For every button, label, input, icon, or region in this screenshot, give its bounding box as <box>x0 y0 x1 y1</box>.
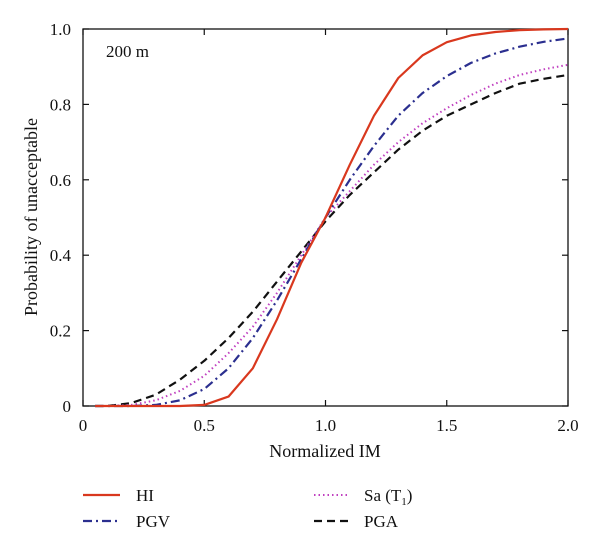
legend-label-pga: PGA <box>364 512 399 531</box>
x-tick-label: 1.0 <box>315 416 336 435</box>
plot-area: 0 0.5 1.0 1.5 2.0 0 0.2 0.4 0.6 0.8 1.0 <box>50 20 579 435</box>
legend-label-sa-close: ) <box>407 486 413 505</box>
legend-label-sa: Sa (T1) <box>364 486 412 508</box>
y-tick-label: 0.2 <box>50 322 71 341</box>
x-axis-title: Normalized IM <box>269 441 380 461</box>
y-tick-label: 0.4 <box>50 246 72 265</box>
series-line-pga <box>95 73 569 408</box>
y-axis-title: Probability of unacceptable <box>21 118 41 316</box>
x-tick-label: 0.5 <box>194 416 215 435</box>
annotation-label: 200 m <box>106 42 149 61</box>
x-tick-label: 1.5 <box>436 416 457 435</box>
legend-label-hi: HI <box>136 486 154 505</box>
y-tick-label: 0.6 <box>50 171 71 190</box>
x-tick-label: 0 <box>79 416 88 435</box>
series-line-sa-t1 <box>95 63 569 407</box>
y-tick-label: 0.8 <box>50 95 71 114</box>
legend-label-sa-subscript: 1 <box>401 496 407 508</box>
legend-label-sa-main: Sa (T <box>364 486 402 505</box>
x-tick-label: 2.0 <box>557 416 578 435</box>
legend-label-pgv: PGV <box>136 512 171 531</box>
series-line-hi <box>95 27 569 408</box>
legend: HI PGV Sa (T1) PGA <box>83 486 412 531</box>
y-tick-label: 0 <box>63 397 72 416</box>
y-tick-label: 1.0 <box>50 20 71 39</box>
